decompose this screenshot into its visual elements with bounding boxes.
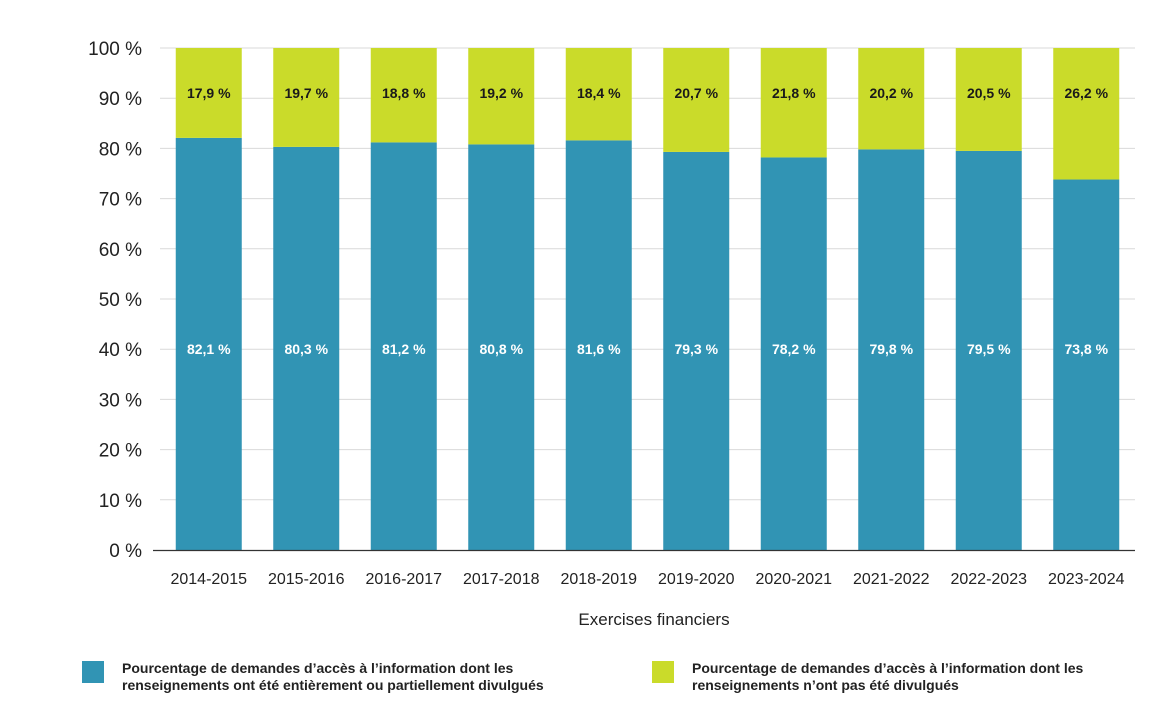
data-label-not-disclosed: 19,2 %	[479, 85, 523, 101]
bar-disclosed	[565, 140, 632, 551]
legend-label-not-disclosed: Pourcentage de demandes d’accès à l’info…	[692, 660, 1084, 693]
bars	[175, 48, 1120, 551]
data-label-not-disclosed: 26,2 %	[1064, 85, 1108, 101]
x-tick-label: 2019-2020	[658, 571, 735, 588]
bar-disclosed	[663, 151, 730, 550]
x-tick-label: 2023-2024	[1048, 571, 1125, 588]
bar-not-disclosed	[565, 48, 632, 141]
x-tick-label: 2020-2021	[755, 571, 832, 588]
bar-disclosed	[1053, 179, 1120, 551]
y-tick-label: 100 %	[88, 39, 142, 60]
data-label-disclosed: 79,3 %	[674, 341, 718, 357]
y-tick-label: 40 %	[99, 340, 142, 361]
data-label-not-disclosed: 20,2 %	[869, 85, 913, 101]
y-tick-label: 20 %	[99, 441, 142, 462]
x-tick-label: 2016-2017	[365, 571, 442, 588]
y-tick-label: 0 %	[109, 541, 142, 562]
bar-disclosed	[955, 150, 1022, 550]
y-tick-label: 30 %	[99, 390, 142, 411]
bar-not-disclosed	[955, 48, 1022, 151]
data-label-disclosed: 81,2 %	[382, 341, 426, 357]
x-tick-label: 2021-2022	[853, 571, 930, 588]
data-label-disclosed: 79,5 %	[967, 341, 1011, 357]
bar-not-disclosed	[858, 48, 925, 150]
data-label-not-disclosed: 21,8 %	[772, 85, 816, 101]
x-tick-label: 2017-2018	[463, 571, 540, 588]
data-label-not-disclosed: 20,5 %	[967, 85, 1011, 101]
y-tick-label: 90 %	[99, 89, 142, 110]
data-label-disclosed: 80,3 %	[284, 341, 328, 357]
y-tick-label: 10 %	[99, 491, 142, 512]
x-tick-label: 2014-2015	[170, 571, 247, 588]
value-labels: 82,1 % 17,9 % 80,3 % 19,7 % 81,2 % 18,8 % 80,8…	[187, 85, 1109, 357]
data-label-disclosed: 78,2 %	[772, 341, 816, 357]
legend-swatch-not-disclosed	[652, 661, 674, 683]
bar-not-disclosed	[273, 48, 340, 147]
bar-disclosed	[858, 149, 925, 551]
y-tick-label: 60 %	[99, 240, 142, 261]
bar-not-disclosed	[760, 48, 827, 158]
legend-label-disclosed: Pourcentage de demandes d’accès à l’info…	[122, 660, 544, 693]
data-label-not-disclosed: 20,7 %	[674, 85, 718, 101]
data-label-not-disclosed: 18,8 %	[382, 85, 426, 101]
data-label-not-disclosed: 18,4 %	[577, 85, 621, 101]
y-tick-label: 50 %	[99, 290, 142, 311]
bar-not-disclosed	[175, 48, 242, 138]
x-tick-label: 2022-2023	[950, 571, 1027, 588]
data-label-disclosed: 81,6 %	[577, 341, 621, 357]
axes: 0 % 10 % 20 % 30 % 40 % 50 % 60 % 70 % 80 % 90 % 1…	[88, 39, 1135, 588]
legend-swatch-disclosed	[82, 661, 104, 683]
legend-item-disclosed: Pourcentage de demandes d’accès à l’info…	[82, 660, 562, 694]
bar-disclosed	[370, 142, 437, 550]
data-label-disclosed: 82,1 %	[187, 341, 231, 357]
y-tick-label: 80 %	[99, 139, 142, 160]
data-label-disclosed: 73,8 %	[1064, 341, 1108, 357]
bar-disclosed	[175, 137, 242, 550]
bar-disclosed	[760, 157, 827, 550]
bar-not-disclosed	[468, 48, 535, 145]
bar-not-disclosed	[1053, 48, 1120, 180]
x-tick-label: 2018-2019	[560, 571, 637, 588]
data-label-disclosed: 80,8 %	[479, 341, 523, 357]
x-tick-label: 2015-2016	[268, 571, 345, 588]
bar-disclosed	[273, 146, 340, 551]
bar-disclosed	[468, 144, 535, 550]
data-label-not-disclosed: 19,7 %	[284, 85, 328, 101]
bar-not-disclosed	[663, 48, 730, 152]
x-axis-title: Exercises financiers	[578, 610, 729, 629]
data-label-not-disclosed: 17,9 %	[187, 85, 231, 101]
y-tick-label: 70 %	[99, 190, 142, 211]
bar-not-disclosed	[370, 48, 437, 143]
legend-item-not-disclosed: Pourcentage de demandes d’accès à l’info…	[652, 660, 1132, 694]
data-label-disclosed: 79,8 %	[869, 341, 913, 357]
